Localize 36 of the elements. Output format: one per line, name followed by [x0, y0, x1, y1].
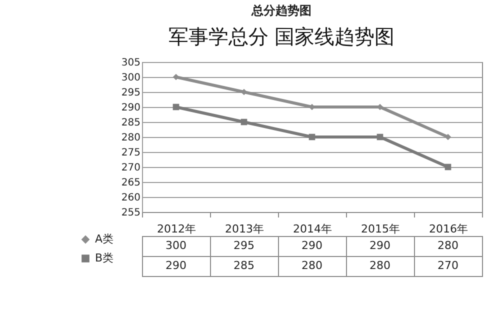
y-tick-label: 300: [121, 72, 140, 84]
data-label: 280: [302, 259, 322, 272]
data-label: 285: [234, 259, 254, 272]
chart-subtitle: 军事学总分 国家线趋势图: [168, 24, 395, 48]
x-tick-label: 2013年: [225, 222, 264, 236]
x-tick-label: 2012年: [157, 222, 196, 236]
y-tick-label: 265: [121, 178, 140, 188]
y-tick-label: 295: [121, 88, 140, 98]
data-label: 280: [370, 259, 390, 272]
y-tick-label: 275: [121, 148, 140, 158]
y-tick-label: 255: [121, 208, 140, 218]
data-label: 270: [438, 259, 458, 272]
data-label: 290: [370, 239, 390, 252]
y-tick-label: 305: [121, 58, 140, 68]
point: [308, 134, 316, 140]
point: [240, 118, 248, 126]
data-label: 290: [302, 239, 322, 252]
data-label: 300: [166, 239, 186, 252]
point: [172, 104, 180, 110]
legend-label: A类: [95, 232, 114, 246]
data-label: 290: [166, 259, 186, 272]
y-tick-label: 270: [121, 162, 140, 174]
x-tick-label: 2016年: [429, 222, 468, 236]
point: [376, 134, 384, 140]
x-tick-label: 2015年: [361, 222, 400, 236]
y-tick-label: 280: [121, 132, 140, 144]
point: [444, 134, 452, 140]
x-tick-label: 2014年: [293, 222, 332, 236]
data-label: 280: [438, 239, 458, 252]
chart-title: 总分趋势图: [250, 4, 312, 18]
data-label: 295: [234, 239, 254, 252]
y-tick-label: 290: [121, 102, 140, 114]
y-tick-label: 285: [121, 118, 140, 128]
y-tick-label: 260: [121, 192, 140, 204]
point: [444, 164, 452, 170]
legend-label: B类: [95, 252, 114, 264]
